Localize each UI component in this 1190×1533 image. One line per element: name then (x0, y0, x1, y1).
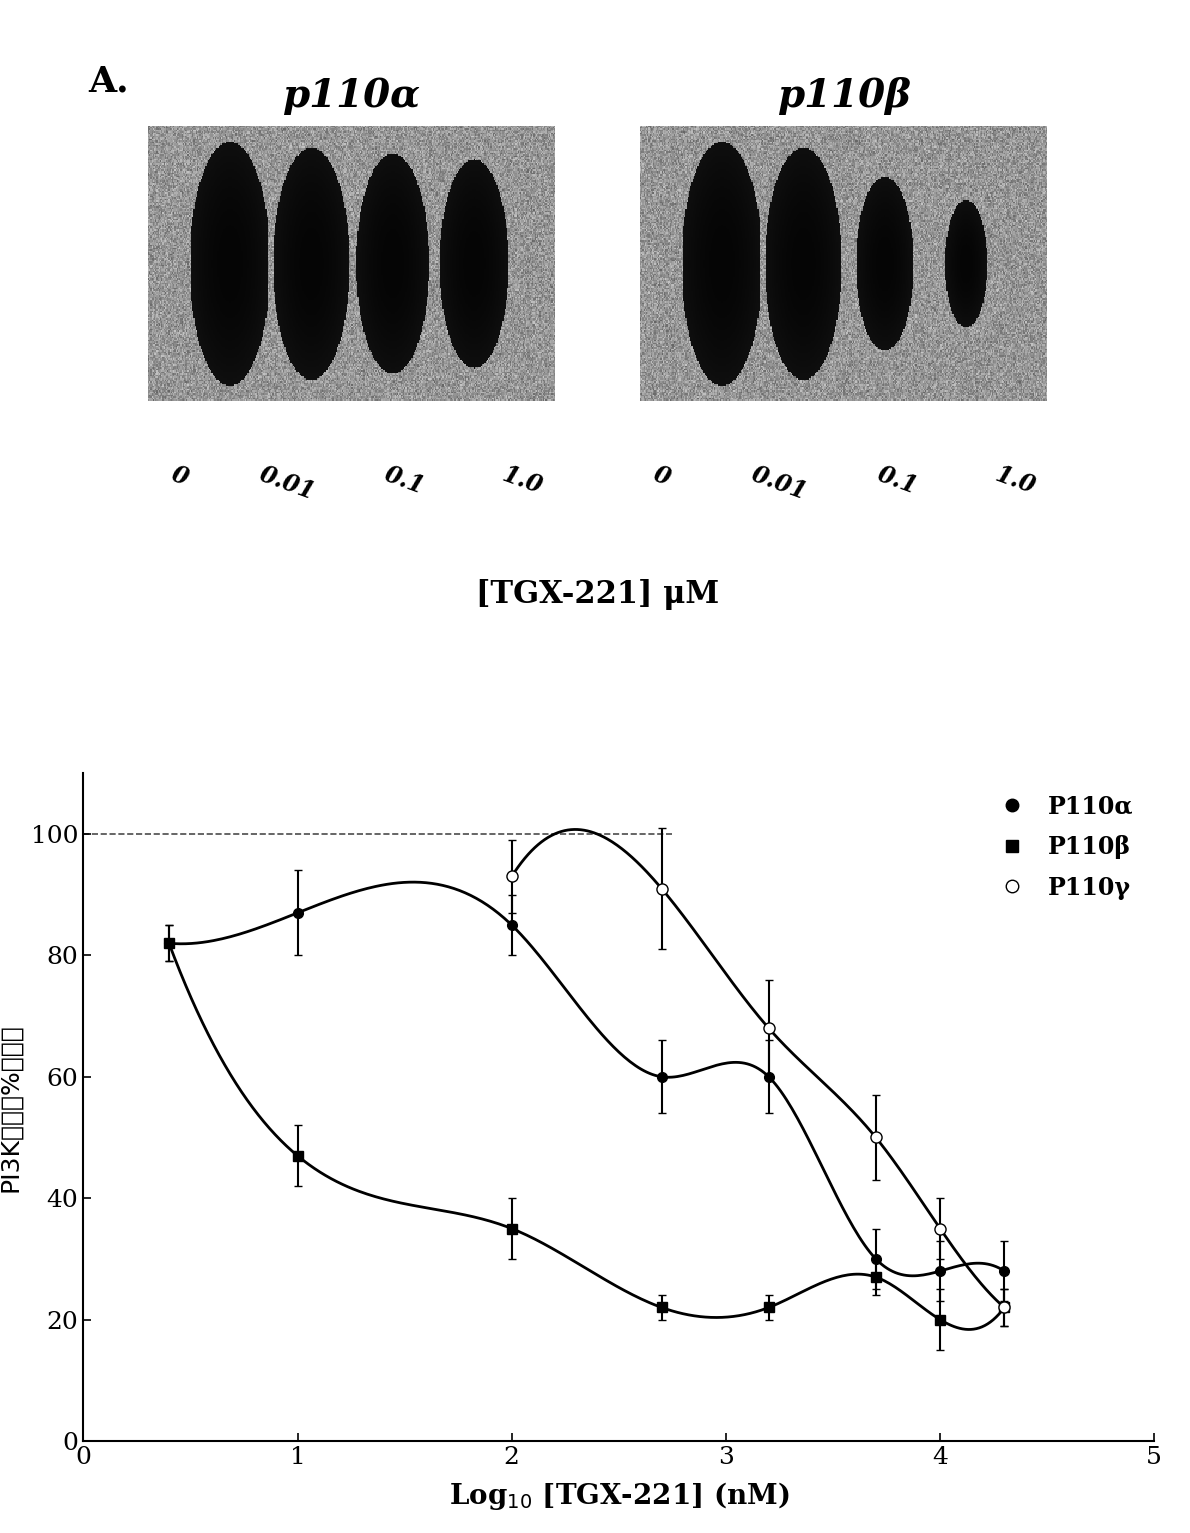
Text: 0.1: 0.1 (873, 463, 921, 498)
Legend: P110α, P110β, P110γ: P110α, P110β, P110γ (979, 785, 1142, 909)
Text: 0.01: 0.01 (749, 463, 810, 504)
Y-axis label: PI3K活性（%对照）: PI3K活性（%对照） (0, 1023, 23, 1191)
X-axis label: Log$_{10}$ [TGX-221] (nM): Log$_{10}$ [TGX-221] (nM) (449, 1479, 789, 1512)
Text: 0.01: 0.01 (256, 463, 318, 504)
Text: A.: A. (89, 64, 130, 98)
Text: 0: 0 (168, 463, 192, 491)
Text: 0: 0 (650, 463, 674, 491)
Text: p110β: p110β (777, 77, 910, 115)
Text: [TGX-221] μM: [TGX-221] μM (476, 578, 719, 610)
Text: 1.0: 1.0 (991, 463, 1039, 498)
Text: 0.1: 0.1 (381, 463, 428, 498)
Text: p110α: p110α (282, 77, 420, 115)
Text: 1.0: 1.0 (499, 463, 546, 498)
